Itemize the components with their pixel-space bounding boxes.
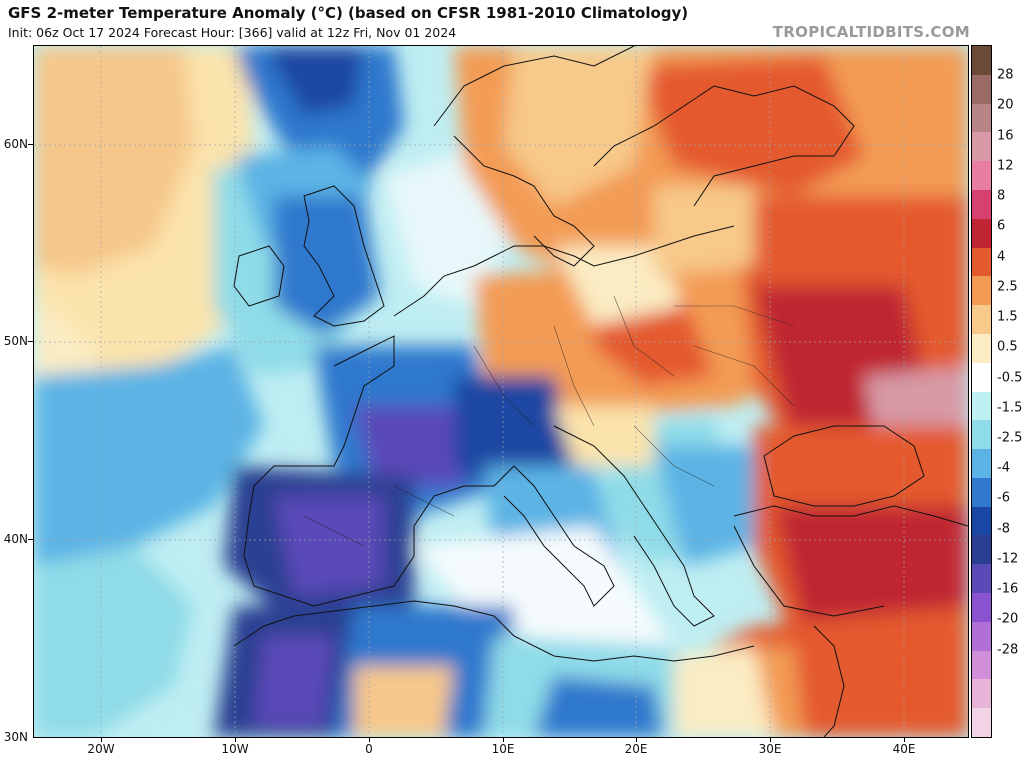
lon-tick <box>101 738 102 742</box>
colorbar-label: 12 <box>997 158 1014 174</box>
colorbar-label: -6 <box>997 490 1010 506</box>
lon-tick <box>235 738 236 742</box>
lat-tick <box>28 144 33 145</box>
colorbar-segment <box>972 305 991 335</box>
lat-label-30n: 30N <box>3 730 28 744</box>
lon-label-10w: 10W <box>221 742 249 756</box>
map-canvas <box>34 46 968 737</box>
lon-label-20w: 20W <box>87 742 115 756</box>
colorbar-segment <box>972 564 991 594</box>
colorbar-label: -20 <box>997 611 1019 627</box>
colorbar-segment <box>972 46 991 76</box>
colorbar-segment <box>972 247 991 277</box>
colorbar-label: -16 <box>997 581 1019 597</box>
colorbar-label: 4 <box>997 249 1006 265</box>
lon-tick <box>636 738 637 742</box>
forecast-info: Init: 06z Oct 17 2024 Forecast Hour: [36… <box>8 25 457 40</box>
lat-label-60n: 60N <box>3 137 28 151</box>
colorbar-label: -12 <box>997 551 1019 567</box>
colorbar-segment <box>972 362 991 392</box>
lon-label-0: 0 <box>365 742 373 756</box>
graticule <box>34 46 968 737</box>
lat-label-50n: 50N <box>3 334 28 348</box>
lon-tick <box>369 738 370 742</box>
colorbar-segment <box>972 276 991 306</box>
lat-tick <box>28 341 33 342</box>
colorbar-label: -0.5 <box>997 370 1023 386</box>
lon-tick <box>770 738 771 742</box>
colorbar-segment <box>972 420 991 450</box>
colorbar-label: -4 <box>997 460 1010 476</box>
anomaly-map <box>33 45 969 738</box>
lat-tick <box>28 539 33 540</box>
colorbar <box>971 45 992 738</box>
brand-watermark: TROPICALTIDBITS.COM <box>772 23 970 41</box>
lat-label-40n: 40N <box>3 532 28 546</box>
colorbar-segment <box>972 621 991 652</box>
colorbar-label: 2.5 <box>997 279 1018 295</box>
borders <box>303 295 795 547</box>
map-title: GFS 2-meter Temperature Anomaly (°C) (ba… <box>8 4 689 22</box>
colorbar-label: 16 <box>997 128 1014 144</box>
colorbar-label: 28 <box>997 67 1014 83</box>
colorbar-segment <box>972 132 991 162</box>
lon-tick <box>503 738 504 742</box>
colorbar-label: -8 <box>997 521 1010 537</box>
colorbar-label: 1.5 <box>997 309 1018 325</box>
colorbar-label: 0.5 <box>997 339 1018 355</box>
colorbar-label: -28 <box>997 642 1019 658</box>
colorbar-segment <box>972 708 991 738</box>
colorbar-segment <box>972 218 991 249</box>
coastlines <box>233 46 968 737</box>
colorbar-label: 6 <box>997 218 1006 234</box>
colorbar-segment <box>972 103 991 133</box>
lon-label-10e: 10E <box>491 742 515 756</box>
colorbar-segment <box>972 477 991 508</box>
colorbar-label: 8 <box>997 188 1006 204</box>
lon-label-40e: 40E <box>892 742 916 756</box>
colorbar-segment <box>972 535 991 565</box>
colorbar-segment <box>972 333 991 364</box>
lon-label-20e: 20E <box>624 742 648 756</box>
colorbar-segment <box>972 391 991 421</box>
colorbar-segment <box>972 189 991 220</box>
colorbar-segment <box>972 679 991 709</box>
colorbar-segment <box>972 593 991 623</box>
colorbar-segment <box>972 650 991 680</box>
colorbar-segment <box>972 74 991 105</box>
colorbar-segment <box>972 449 991 479</box>
colorbar-segment <box>972 506 991 536</box>
colorbar-label: -1.5 <box>997 400 1023 416</box>
colorbar-label: -2.5 <box>997 430 1023 446</box>
colorbar-segment <box>972 161 991 191</box>
lon-tick <box>904 738 905 742</box>
lon-label-30e: 30E <box>758 742 782 756</box>
colorbar-label: 20 <box>997 97 1014 113</box>
